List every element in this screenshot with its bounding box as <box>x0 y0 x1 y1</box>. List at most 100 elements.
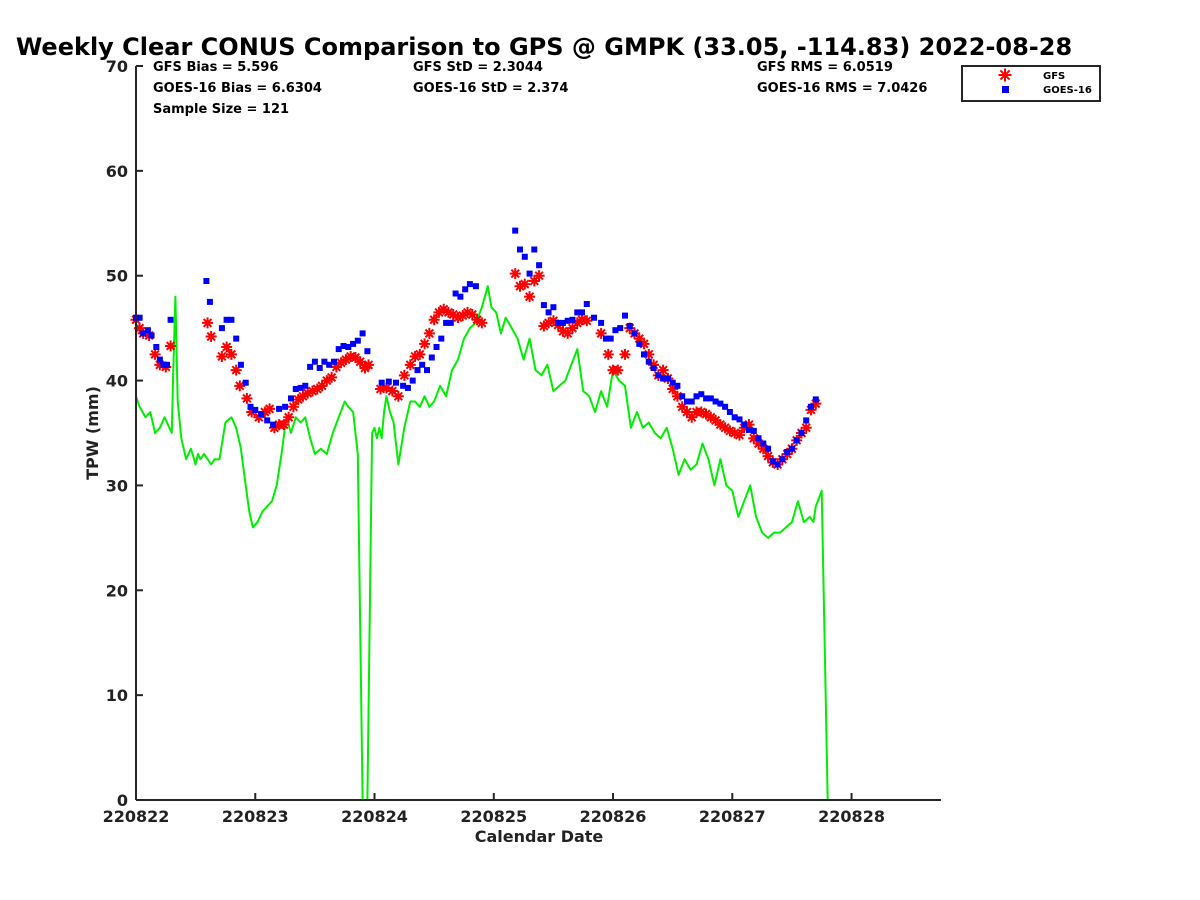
gfs-point <box>447 309 459 321</box>
goes16-point <box>760 440 767 447</box>
gfs-point <box>619 348 631 360</box>
gfs-point <box>686 411 698 423</box>
goes16-point <box>326 361 333 368</box>
goes16-point <box>741 421 748 428</box>
gfs-point <box>380 382 392 394</box>
goes16-point <box>206 298 213 305</box>
gfs-point <box>695 406 707 418</box>
gfs-series <box>130 268 822 470</box>
x-tick-label: 220828 <box>818 807 885 826</box>
goes16-point <box>622 312 628 319</box>
gfs-point <box>602 348 614 360</box>
goes16-point <box>545 309 552 316</box>
gfs-point <box>757 443 769 455</box>
gfs-point <box>805 404 817 416</box>
gfs-point <box>216 350 228 362</box>
goes16-point <box>726 409 733 415</box>
goes16-point <box>462 286 469 293</box>
gfs-point <box>283 411 295 423</box>
gfs-point <box>528 275 540 287</box>
goes16-point <box>350 340 357 347</box>
goes16-point <box>598 319 605 326</box>
goes16-point <box>779 456 786 463</box>
legend-gfs-marker <box>998 68 1012 82</box>
gfs-point <box>471 314 483 326</box>
y-axis-label: TPW (mm) <box>83 386 102 480</box>
gfs-std: GFS StD = 2.3044 <box>413 60 543 75</box>
goes16-point <box>378 379 385 386</box>
goes16-point <box>712 398 719 405</box>
gfs-point <box>595 327 607 339</box>
goes16-point <box>521 253 528 260</box>
y-tick-label: 20 <box>106 581 128 600</box>
goes16-point <box>466 281 473 288</box>
gfs-point <box>538 320 550 332</box>
goes16-point <box>512 227 519 234</box>
legend-box <box>961 65 1101 102</box>
gfs-point <box>543 317 555 329</box>
legend-goes-marker <box>1002 86 1009 93</box>
goes16-point <box>414 367 421 374</box>
goes16-point <box>424 367 430 374</box>
gfs-point <box>302 387 314 399</box>
gfs-point <box>241 392 253 404</box>
goes16-point <box>340 343 347 349</box>
y-tick-label: 70 <box>106 57 128 76</box>
gfs-point <box>714 419 726 431</box>
y-tick-label: 40 <box>106 372 128 391</box>
goes16-point <box>617 325 624 332</box>
goes16-point <box>693 393 700 400</box>
gfs-point <box>292 393 304 405</box>
gfs-point <box>259 406 271 418</box>
gfs-point <box>335 357 347 369</box>
gfs-point <box>576 314 588 326</box>
x-tick-label: 220825 <box>460 807 527 826</box>
goes16-point <box>526 270 533 277</box>
goes-bias: GOES-16 Bias = 6.6304 <box>153 81 322 96</box>
gfs-point <box>205 331 217 343</box>
goes16-point <box>674 382 681 389</box>
gfs-point <box>442 306 454 318</box>
goes16-point <box>784 448 791 455</box>
goes16-point <box>793 437 800 444</box>
gfs-point <box>221 341 233 353</box>
goes16-point <box>288 395 294 402</box>
goes16-point <box>404 384 411 391</box>
goes16-point <box>160 361 167 368</box>
goes16-point <box>297 384 304 391</box>
gfs-point <box>414 348 426 360</box>
goes16-point <box>736 416 743 423</box>
gfs-point <box>681 406 693 418</box>
gfs-point <box>509 268 521 280</box>
x-axis-label: Calendar Date <box>475 827 604 846</box>
gfs-point <box>705 411 717 423</box>
gfs-point <box>667 383 679 395</box>
gfs-point <box>149 348 161 360</box>
gfs-point <box>524 291 536 303</box>
goes16-point <box>722 403 729 410</box>
gfs-point <box>476 317 488 329</box>
goes16-point <box>223 316 230 323</box>
goes16-point <box>669 379 676 386</box>
goes16-point <box>559 319 566 326</box>
gfs-point <box>234 380 246 392</box>
gfs-point <box>643 348 655 360</box>
gfs-point <box>671 390 683 402</box>
gfs-point <box>230 364 242 376</box>
gfs-point <box>533 270 545 282</box>
goes16-point <box>400 382 407 389</box>
gfs-point <box>154 359 166 371</box>
gfs-point <box>738 422 750 434</box>
goes16-point <box>316 365 323 371</box>
goes16-point <box>359 330 366 337</box>
gfs-point <box>340 354 352 366</box>
gfs-point <box>457 310 469 322</box>
goes16-point <box>607 335 614 342</box>
goes16-point <box>746 426 752 433</box>
gfs-point <box>363 359 375 371</box>
goes16-point <box>443 319 450 326</box>
goes16-point <box>335 346 342 353</box>
goes16-point <box>664 375 671 382</box>
goes16-point <box>655 372 662 379</box>
goes16-point <box>148 332 155 339</box>
